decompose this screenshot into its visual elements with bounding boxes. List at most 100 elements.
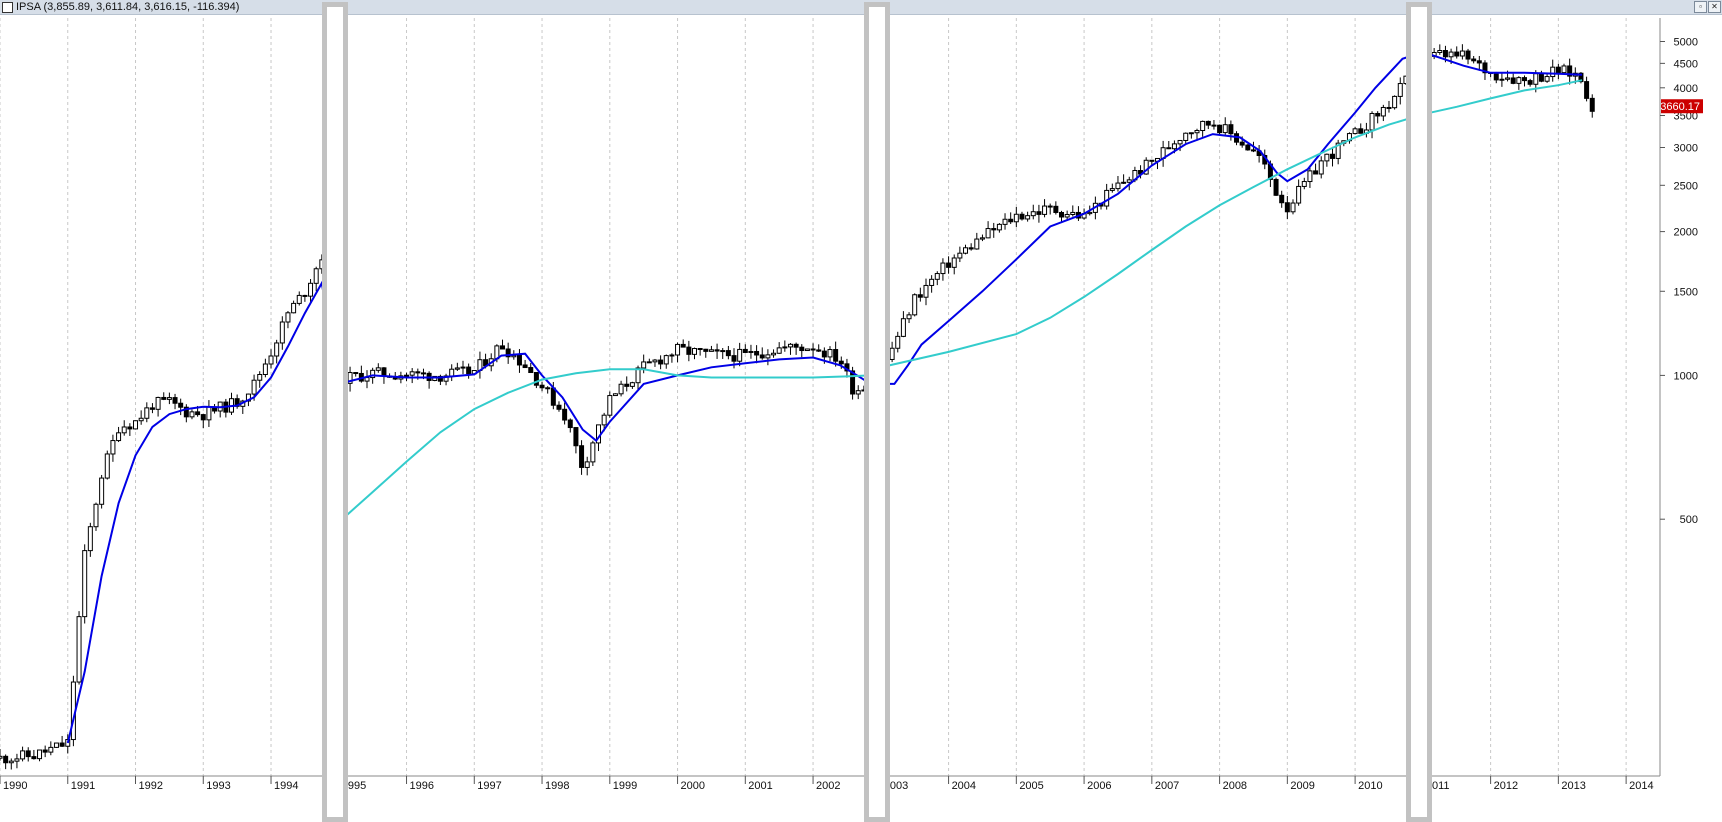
- candle-body: [1036, 211, 1042, 215]
- candle-body: [827, 349, 833, 358]
- candle-body: [522, 364, 528, 369]
- x-tick-label: 2002: [816, 780, 840, 792]
- candle-body: [1578, 72, 1584, 83]
- candle-body: [533, 372, 539, 386]
- candle-body: [725, 350, 731, 357]
- chart-select-checkbox[interactable]: [2, 2, 13, 13]
- candle-body: [53, 742, 59, 748]
- candle-body: [14, 758, 20, 762]
- candle-body: [1250, 149, 1256, 152]
- candle-body: [1211, 124, 1217, 127]
- candle-body: [1200, 120, 1206, 132]
- candle-body: [1375, 112, 1381, 117]
- candle-body: [607, 395, 613, 416]
- candle-body: [697, 348, 703, 351]
- x-tick-label: 2008: [1223, 780, 1247, 792]
- candle-body: [550, 387, 556, 406]
- candle-body: [1217, 124, 1223, 134]
- last-value-label: 3660.17: [1660, 99, 1703, 114]
- candle-body: [200, 414, 206, 421]
- candle-body: [1505, 77, 1511, 80]
- candle-body: [940, 262, 946, 275]
- candle-body: [1166, 147, 1172, 150]
- candle-body: [1358, 128, 1364, 134]
- candle-body: [1352, 128, 1358, 135]
- candle-body: [262, 363, 268, 376]
- close-icon[interactable]: ✕: [1708, 1, 1721, 13]
- candle-body: [1047, 205, 1053, 208]
- candle-body: [353, 372, 359, 375]
- candle-body: [1313, 170, 1319, 175]
- candle-body: [370, 369, 376, 379]
- y-tick-label: 4500: [1674, 58, 1698, 70]
- x-tick-label: 2010: [1358, 780, 1382, 792]
- candle-body: [1064, 213, 1070, 218]
- y-tick-label: 500: [1680, 514, 1698, 526]
- candle-body: [629, 382, 635, 387]
- candle-body: [787, 343, 793, 348]
- candle-body: [1482, 62, 1488, 74]
- y-tick-label: 4000: [1674, 83, 1698, 95]
- candle-body: [1279, 194, 1285, 204]
- candle-body: [691, 348, 697, 355]
- candle-body: [1115, 182, 1121, 190]
- candle-body: [1008, 218, 1014, 223]
- candle-body: [748, 350, 754, 353]
- moving-average-line-blue: [66, 51, 1583, 744]
- x-tick-label: 1999: [613, 780, 637, 792]
- candle-body: [810, 348, 816, 351]
- candle-body: [1273, 178, 1279, 196]
- moving-average-line-cyan: [341, 79, 1583, 520]
- candle-body: [1109, 188, 1115, 191]
- candle-body: [274, 342, 280, 357]
- candle-body: [144, 407, 150, 419]
- candle-body: [268, 355, 274, 365]
- candle-body: [76, 616, 82, 683]
- x-tick-label: 1998: [545, 780, 569, 792]
- candle-body: [1126, 179, 1132, 183]
- candle-body: [590, 442, 596, 463]
- candle-body: [895, 335, 901, 349]
- candle-body: [646, 361, 652, 364]
- candle-body: [1025, 215, 1031, 220]
- candle-body: [409, 371, 415, 376]
- candle-body: [889, 347, 895, 360]
- candle-body: [37, 749, 43, 760]
- candle-body: [1544, 76, 1550, 82]
- candle-body: [1454, 51, 1460, 57]
- candle-body: [1386, 106, 1392, 109]
- candle-body: [686, 346, 692, 355]
- x-tick-label: 1990: [3, 780, 27, 792]
- candle-body: [934, 273, 940, 280]
- candle-body: [612, 393, 618, 397]
- candle-body: [838, 360, 844, 365]
- candle-body: [782, 346, 788, 349]
- candle-body: [720, 350, 726, 353]
- candle-body: [1527, 80, 1533, 85]
- candle-body: [1448, 51, 1454, 58]
- candle-body: [82, 550, 88, 618]
- candle-body: [172, 397, 178, 404]
- candle-body: [149, 407, 155, 410]
- x-tick-label: 2009: [1290, 780, 1314, 792]
- x-tick-label: 1997: [477, 780, 501, 792]
- restore-icon[interactable]: ▫: [1694, 1, 1707, 13]
- x-tick-label: 2000: [681, 780, 705, 792]
- candle-body: [1471, 58, 1477, 62]
- y-tick-label: 1500: [1674, 286, 1698, 298]
- candle-body: [110, 440, 116, 455]
- candle-body: [308, 282, 314, 297]
- candle-body: [759, 354, 765, 359]
- candle-body: [99, 477, 105, 505]
- candle-body: [669, 354, 675, 357]
- candle-body: [1171, 143, 1177, 150]
- candle-body: [1143, 159, 1149, 175]
- candle-body: [505, 348, 511, 358]
- candle-body: [381, 367, 387, 377]
- candle-body: [1002, 218, 1008, 225]
- candle-body: [618, 383, 624, 395]
- candle-body: [1053, 205, 1059, 213]
- candle-body: [1550, 66, 1556, 78]
- candle-body: [1318, 160, 1324, 175]
- candle-body: [449, 368, 455, 377]
